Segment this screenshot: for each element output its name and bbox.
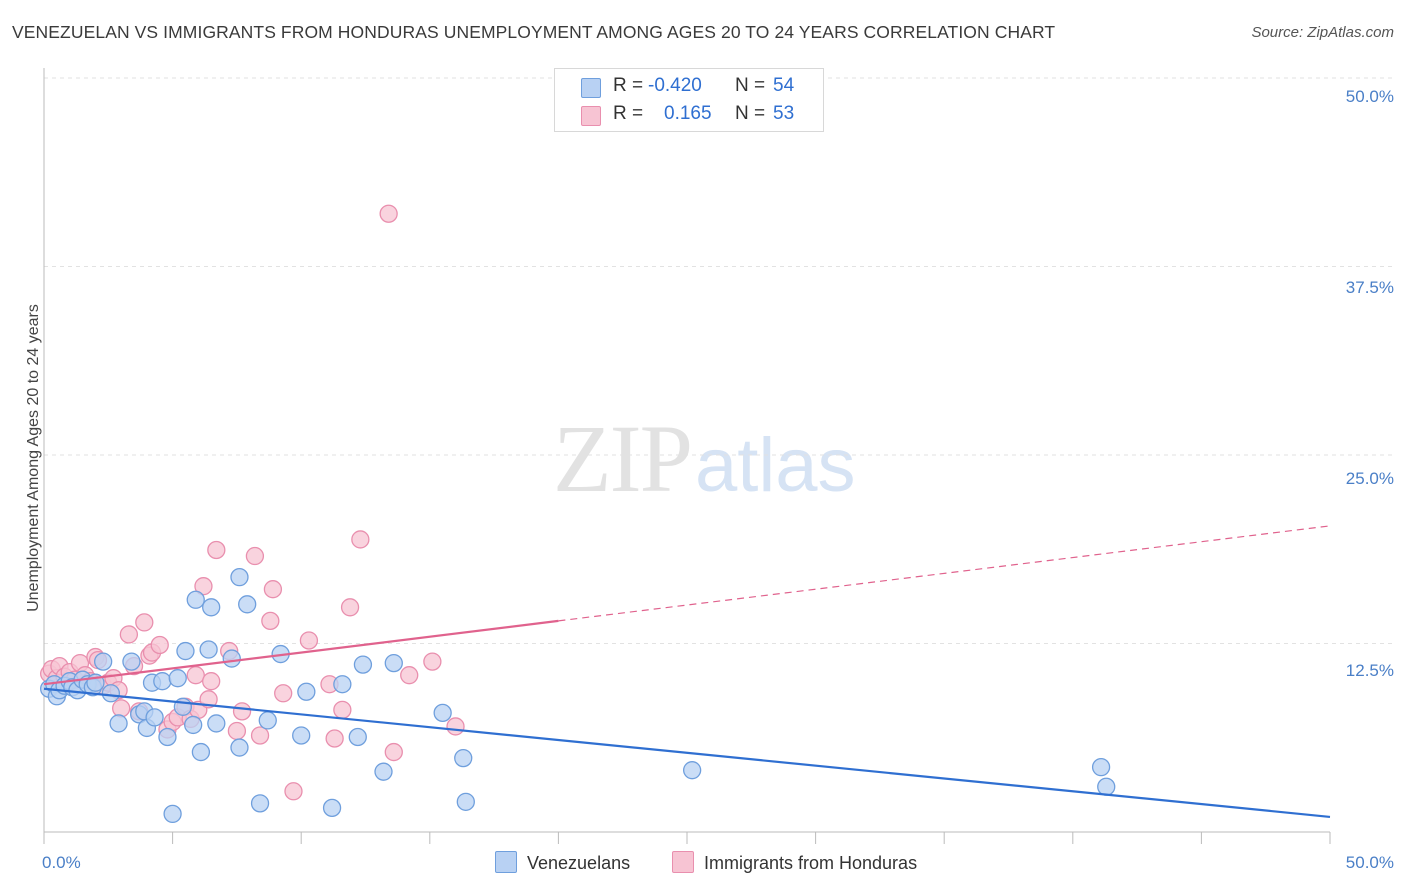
honduras-point (207, 540, 226, 560)
honduras-point (199, 690, 218, 709)
venezuelan-point (145, 708, 164, 727)
y-tick-label: 50.0% (1345, 87, 1394, 106)
honduras-point (194, 577, 213, 596)
venezuelan-point (1091, 758, 1111, 777)
legend-label: Venezuelans (527, 853, 631, 873)
r-label: R = (613, 103, 644, 124)
venezuelan-point (230, 567, 249, 587)
honduras-point (423, 652, 442, 671)
stats-row-venezuelans: R = -0.420 N = 54 (555, 73, 823, 101)
honduras-point (202, 672, 221, 691)
stats-row-honduras: R = 0.165 N = 53 (555, 101, 823, 129)
venezuelan-point (348, 727, 367, 747)
honduras-point (112, 699, 131, 718)
n-label: N = (735, 103, 766, 124)
venezuelan-point (454, 748, 473, 768)
venezuelan-trend-line (43, 687, 1331, 819)
honduras-point (150, 635, 169, 655)
venezuelan-point (333, 675, 352, 694)
honduras-swatch (581, 106, 601, 126)
y-axis-label: Unemployment Among Ages 20 to 24 years (25, 304, 42, 612)
honduras-point (284, 782, 303, 801)
honduras-point (186, 666, 205, 685)
venezuelan-point (1097, 777, 1116, 796)
honduras-point (227, 721, 247, 741)
venezuelan-point (374, 762, 393, 781)
honduras-point (250, 726, 270, 745)
legend-swatch-pink (672, 851, 694, 873)
honduras-trend-line-projection (558, 525, 1331, 622)
x-tick-label: 0.0% (42, 853, 81, 872)
venezuelan-point (202, 598, 221, 617)
honduras-point (333, 700, 352, 720)
venezuelan-points (39, 567, 1116, 824)
venezuelan-point (186, 590, 205, 609)
venezuelan-point (297, 682, 316, 701)
honduras-point (261, 611, 280, 631)
r-value: 0.165 (664, 103, 712, 124)
n-value: 54 (773, 75, 795, 96)
honduras-point (299, 631, 319, 650)
venezuelan-point (158, 727, 177, 747)
source-label: Source: ZipAtlas.com (1251, 24, 1394, 41)
honduras-point (119, 625, 139, 644)
venezuelan-point (292, 726, 311, 745)
venezuelan-point (353, 655, 373, 674)
venezuelan-point (101, 684, 121, 703)
honduras-point (232, 702, 252, 721)
honduras-point (263, 580, 283, 599)
honduras-point (400, 666, 419, 685)
venezuelan-point (433, 703, 452, 723)
honduras-point (446, 717, 465, 736)
venezuelan-point (250, 794, 270, 813)
honduras-point (245, 546, 265, 566)
axes (43, 68, 1331, 844)
chart-title: VENEZUELAN VS IMMIGRANTS FROM HONDURAS U… (12, 22, 1056, 42)
legend-honduras: Immigrants from Honduras (672, 851, 917, 874)
venezuelan-point (222, 649, 241, 668)
venezuelan-point (168, 669, 187, 688)
venezuelan-point (682, 761, 702, 780)
r-value: -0.420 (648, 75, 702, 96)
venezuelan-point (238, 595, 257, 614)
legend-venezuelans: Venezuelans (495, 851, 630, 874)
venezuelan-point (176, 641, 195, 661)
y-tick-label: 37.5% (1345, 278, 1394, 297)
venezuelan-point (184, 715, 203, 735)
y-tick-label: 12.5% (1345, 661, 1394, 680)
venezuelan-point (207, 714, 226, 733)
x-tick-label: 50.0% (1345, 853, 1394, 872)
honduras-trend-line (43, 619, 559, 686)
trend-lines (43, 525, 1331, 819)
n-label: N = (735, 75, 766, 96)
honduras-point (384, 742, 403, 762)
venezuelan-point (94, 652, 113, 671)
honduras-point (135, 613, 154, 632)
honduras-point (274, 684, 293, 703)
honduras-point (325, 729, 344, 748)
honduras-point (351, 530, 370, 549)
venezuelan-point (456, 792, 475, 811)
legend-label: Immigrants from Honduras (704, 853, 918, 873)
venezuelan-point (122, 652, 141, 671)
r-label: R = (613, 75, 644, 96)
venezuelan-point (384, 653, 403, 673)
honduras-point (379, 204, 398, 223)
legend-swatch-blue (495, 851, 517, 873)
venezuelan-point (322, 798, 342, 818)
venezuelan-point (258, 711, 277, 730)
honduras-point (340, 598, 360, 617)
venezuelan-point (191, 742, 211, 762)
venezuelan-point (153, 672, 172, 691)
correlation-stats-box: R = -0.420 N = 54 R = 0.165 N = 53 (554, 68, 824, 132)
n-value: 53 (773, 103, 795, 124)
venezuelan-point (109, 714, 128, 733)
y-tick-label: 25.0% (1345, 469, 1394, 488)
venezuelans-swatch (581, 78, 601, 98)
venezuelan-point (163, 804, 182, 824)
venezuelan-point (199, 640, 218, 659)
venezuelan-point (230, 738, 249, 757)
